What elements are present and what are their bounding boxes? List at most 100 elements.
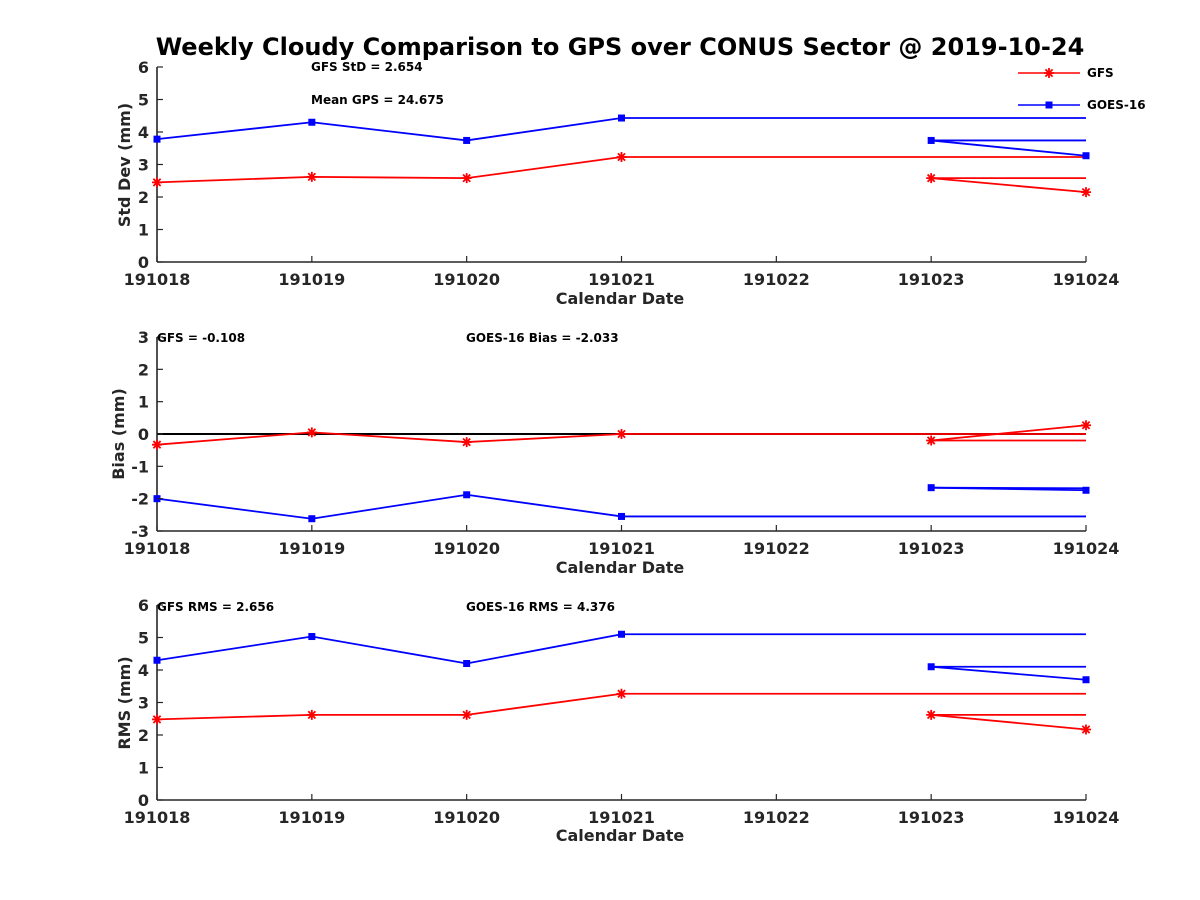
bias-goes16-point (927, 484, 935, 492)
rms-x-tick-label: 191019 (278, 808, 345, 827)
figure-title: Weekly Cloudy Comparison to GPS over CON… (156, 33, 1085, 61)
bias-x-tick-label: 191018 (124, 539, 191, 558)
bias-annotation-goes16: GOES-16 Bias = -2.033 (466, 331, 619, 345)
rms-series-goes16 (153, 630, 1090, 684)
stddev-x-ticks: 191018 191019 191020 191021 191022 191023 1910… (124, 256, 1120, 289)
bias-gfs-point (616, 429, 627, 439)
stddev-x-tick-label: 191021 (588, 270, 655, 289)
rms-annotation-gfs: GFS RMS = 2.656 (157, 600, 274, 614)
rms-x-tick-label: 191022 (743, 808, 810, 827)
bias-x-tick-label: 191023 (898, 539, 965, 558)
rms-series-goes16-line (156, 633, 1086, 665)
rms-annotation-goes16: GOES-16 RMS = 4.376 (466, 600, 615, 614)
rms-x-tick-label: 191023 (898, 808, 965, 827)
legend-gfs-label: GFS (1087, 66, 1114, 80)
legend: GFS GOES-16 (1018, 66, 1146, 112)
stddev-gfs-point (926, 173, 937, 184)
bias-y-axis-label: Bias (mm) (109, 388, 128, 480)
stddev-goes16-point (463, 136, 471, 144)
bias-gfs-point (1081, 420, 1091, 431)
rms-y-tick-label: 2 (138, 726, 149, 745)
bias-y-tick-label: -1 (131, 457, 149, 476)
rms-goes16-point (927, 663, 935, 671)
bias-gfs-point (306, 427, 317, 438)
bias-y-ticks: -3 -2 -1 0 1 2 3 (131, 328, 163, 541)
bias-y-tick-label: -3 (131, 522, 149, 541)
stddev-gfs-point (1081, 187, 1091, 198)
stddev-annotation-mean-gps: Mean GPS = 24.675 (311, 93, 444, 107)
bias-goes16-point (463, 491, 471, 499)
bias-gfs-point (152, 439, 162, 450)
stddev-x-tick-label: 191018 (124, 270, 191, 289)
bias-x-tick-label: 191024 (1053, 539, 1120, 558)
stddev-gfs-point (461, 173, 472, 184)
bias-goes16-point (308, 515, 316, 523)
rms-x-axis-label: Calendar Date (556, 826, 685, 845)
stddev-plot-area (152, 67, 1091, 263)
stddev-goes16-point (618, 114, 625, 122)
bias-panel: -3 -2 -1 0 1 2 3 191018 191019 191020 191021 19102… (109, 328, 1119, 577)
legend-gfs-asterisk (1044, 68, 1054, 78)
rms-y-axis-label: RMS (mm) (115, 656, 134, 749)
stddev-gfs-point (616, 152, 627, 163)
stddev-x-tick-label: 191024 (1053, 270, 1120, 289)
stddev-y-tick-label: 3 (138, 156, 149, 175)
rms-x-tick-label: 191021 (588, 808, 655, 827)
bias-plot-area (152, 337, 1091, 532)
rms-y-tick-label: 5 (138, 629, 149, 648)
rms-x-tick-label: 191018 (124, 808, 191, 827)
legend-goes16-marker (1045, 101, 1053, 109)
bias-goes16-point (618, 512, 625, 520)
rms-x-tick-label: 191024 (1053, 808, 1120, 827)
rms-goes16-point (1082, 676, 1090, 684)
stddev-y-tick-label: 5 (138, 91, 149, 110)
rms-y-tick-label: 6 (138, 596, 149, 615)
bias-series-goes16-segment (931, 486, 1087, 492)
stddev-x-axis-label: Calendar Date (556, 289, 685, 308)
bias-x-axis-label: Calendar Date (556, 558, 685, 577)
stddev-series-gfs-segment (931, 177, 1087, 194)
rms-goes16-point (463, 660, 471, 667)
stddev-series-goes16-segment (931, 139, 1087, 157)
rms-y-tick-label: 0 (138, 791, 149, 810)
bias-x-tick-label: 191021 (588, 539, 655, 558)
stddev-annotation-gfs-std: GFS StD = 2.654 (311, 60, 423, 74)
stddev-x-tick-label: 191022 (743, 270, 810, 289)
stddev-series-goes16 (153, 114, 1090, 160)
stddev-x-tick-label: 191020 (433, 270, 500, 289)
rms-series-gfs (152, 688, 1091, 735)
stddev-gfs-point (306, 171, 317, 182)
stddev-gfs-point (152, 177, 162, 188)
stddev-x-tick-label: 191019 (278, 270, 345, 289)
rms-gfs-point (926, 709, 937, 720)
rms-y-tick-label: 1 (138, 759, 149, 778)
stddev-y-tick-label: 6 (138, 58, 149, 77)
stddev-goes16-point (927, 136, 935, 144)
stddev-goes16-point (308, 118, 316, 126)
rms-y-tick-label: 3 (138, 694, 149, 713)
bias-x-tick-label: 191020 (433, 539, 500, 558)
bias-gfs-point (926, 435, 937, 446)
bias-y-tick-label: 0 (138, 425, 149, 444)
bias-y-tick-label: -2 (131, 490, 149, 509)
bias-annotation-gfs: GFS = -0.108 (157, 331, 245, 345)
bias-series-gfs (152, 420, 1091, 450)
rms-goes16-point (618, 630, 625, 638)
bias-x-tick-label: 191019 (278, 539, 345, 558)
rms-gfs-point (616, 688, 627, 699)
rms-gfs-point (152, 714, 162, 725)
rms-y-ticks: 0 1 2 3 4 5 6 (138, 596, 163, 810)
bias-x-ticks: 191018 191019 191020 191021 191022 191023 1910… (124, 525, 1120, 558)
stddev-goes16-point (1082, 152, 1090, 160)
stddev-y-tick-label: 1 (138, 221, 149, 240)
bias-goes16-point (1082, 486, 1090, 494)
rms-y-tick-label: 4 (138, 661, 149, 680)
bias-y-tick-label: 1 (138, 393, 149, 412)
bias-series-gfs-segment (931, 424, 1087, 442)
bias-y-tick-label: 2 (138, 360, 149, 379)
stddev-x-tick-label: 191023 (898, 270, 965, 289)
rms-series-goes16-segment (931, 665, 1087, 681)
